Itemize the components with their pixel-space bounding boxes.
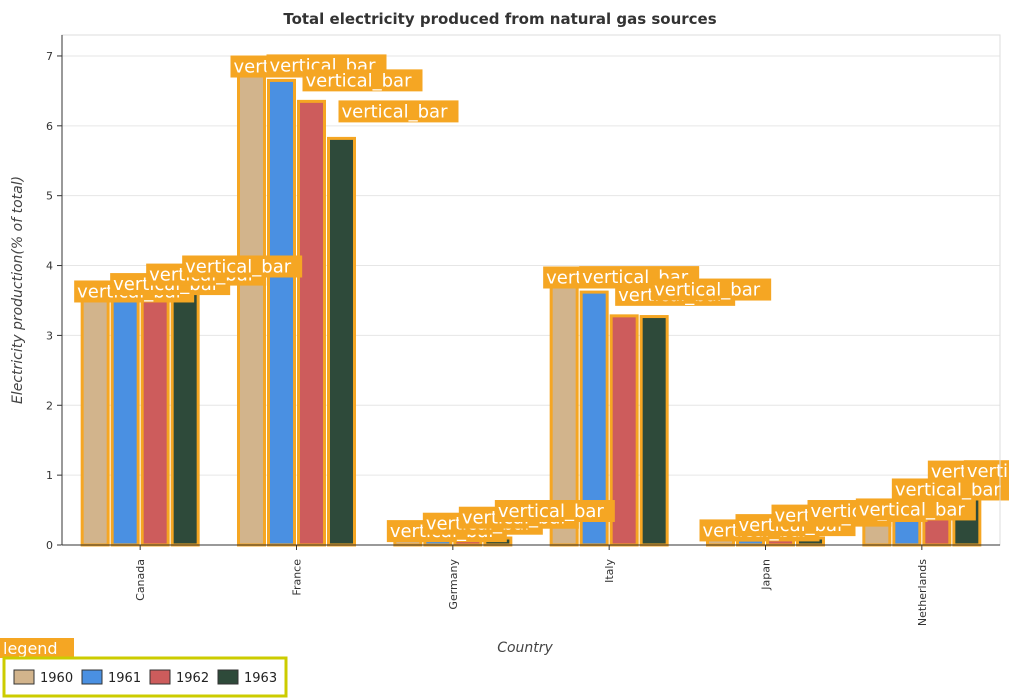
bar-annotation-box — [182, 255, 303, 278]
x-tick-label: France — [291, 559, 304, 596]
bar-annotation-box — [855, 498, 976, 521]
bar-annotation-label: vertical_bar — [306, 70, 413, 91]
x-tick-label: Germany — [447, 559, 460, 610]
bar-annotation-label: vertical_bar — [967, 461, 1009, 482]
bar-annotation-label: vertical_bar — [895, 479, 1002, 500]
y-tick-label: 7 — [46, 50, 53, 63]
y-tick-label: 6 — [46, 120, 53, 133]
x-tick-label: Canada — [134, 559, 147, 601]
legend-label: 1961 — [108, 671, 141, 686]
y-tick-label: 0 — [46, 539, 53, 552]
y-tick-label: 4 — [46, 260, 53, 273]
bar — [297, 99, 326, 547]
bar — [140, 294, 170, 547]
x-axis-title: Country — [497, 640, 553, 656]
bar — [267, 78, 296, 547]
legend-swatch — [81, 669, 103, 685]
bar-annotation-box — [338, 100, 459, 123]
bar-annotation-box — [302, 69, 423, 92]
y-axis-title: Electricity production(% of total) — [10, 176, 26, 404]
x-tick-label: Netherlands — [916, 559, 929, 626]
legend-box — [2, 656, 288, 698]
bar — [327, 136, 356, 547]
chart-title: Total electricity produced from natural … — [283, 10, 716, 28]
x-tick-label: Italy — [603, 559, 616, 583]
bar-annotation-label: vertical_bar — [859, 499, 966, 520]
bar-annotation-box — [963, 460, 1009, 483]
y-tick-label: 3 — [46, 329, 53, 342]
bar — [80, 298, 110, 547]
grid — [62, 55, 1000, 546]
x-tick-label: Japan — [760, 559, 773, 591]
y-tick-label: 5 — [46, 190, 53, 203]
y-tick-label: 2 — [46, 399, 53, 412]
bar-annotation-label: vertical_bar — [498, 501, 605, 522]
bar-annotation-box — [494, 500, 615, 523]
bar-annotations: vertical_barvertical_barvertical_barvert… — [74, 54, 1009, 543]
legend-tag-box — [0, 638, 74, 658]
bar-annotation-box — [891, 478, 1009, 501]
bar-annotation-label: vertical_bar — [185, 256, 292, 277]
bar-annotation-box — [651, 278, 772, 301]
legend: legend 1960 1961 1962 1963 — [0, 638, 288, 698]
bar-annotation-label: vertical_bar — [342, 101, 449, 122]
legend-tag-label: legend — [3, 639, 58, 658]
bar — [639, 315, 669, 547]
legend-swatch — [13, 669, 35, 685]
y-tick-label: 1 — [46, 469, 53, 482]
bar-annotation-label: vertical_bar — [654, 280, 761, 301]
legend-swatch — [149, 669, 171, 685]
legend-label: 1960 — [40, 671, 73, 686]
legend-swatch — [217, 669, 239, 685]
legend-label: 1962 — [176, 671, 209, 686]
bar — [609, 314, 639, 547]
bar — [110, 297, 140, 547]
bars — [80, 74, 982, 547]
axes: 0 1 2 3 4 5 6 7 Canada France Germany Italy Japan Net… — [46, 34, 1001, 626]
bar — [237, 74, 266, 547]
bar — [170, 291, 200, 547]
legend-label: 1963 — [244, 671, 277, 686]
